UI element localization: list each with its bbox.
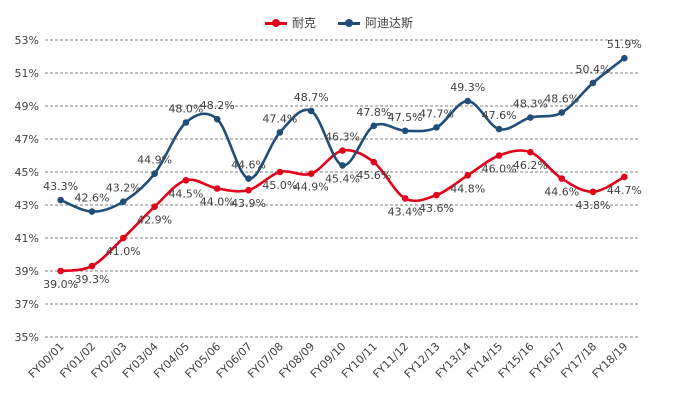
data-label: 44.8%	[450, 182, 485, 195]
data-label: 43.2%	[106, 182, 141, 195]
y-tick-label: 53%	[15, 34, 39, 47]
data-point	[277, 129, 284, 136]
data-label: 48.2%	[200, 99, 235, 112]
y-tick-label: 35%	[15, 331, 39, 344]
data-label: 47.8%	[356, 106, 391, 119]
y-tick-label: 51%	[15, 67, 39, 80]
data-label: 47.6%	[482, 109, 517, 122]
data-point	[464, 172, 471, 179]
data-label: 42.9%	[137, 214, 172, 227]
data-label: 46.0%	[482, 163, 517, 176]
data-label: 49.3%	[450, 81, 485, 94]
data-label: 43.6%	[419, 202, 454, 215]
data-point	[151, 203, 158, 210]
data-label: 45.0%	[262, 179, 297, 192]
data-label: 44.9%	[137, 154, 172, 167]
data-point	[277, 169, 284, 176]
y-tick-label: 37%	[15, 298, 39, 311]
data-label: 45.6%	[356, 169, 391, 182]
data-label: 47.5%	[388, 111, 423, 124]
data-point	[183, 119, 190, 126]
data-point	[402, 195, 409, 202]
y-tick-label: 49%	[15, 100, 39, 113]
data-point	[371, 123, 378, 130]
data-label: 51.9%	[607, 38, 642, 51]
data-point	[339, 147, 346, 154]
data-label: 46.3%	[325, 131, 360, 144]
data-point	[433, 124, 440, 131]
data-point	[308, 108, 315, 115]
data-point	[120, 235, 127, 242]
data-label: 43.3%	[43, 180, 78, 193]
data-point	[464, 98, 471, 105]
data-label: 43.4%	[388, 205, 423, 218]
data-label: 44.0%	[200, 196, 235, 209]
data-point	[402, 127, 409, 134]
data-point	[89, 208, 96, 215]
data-point	[245, 175, 252, 182]
data-point	[621, 55, 628, 62]
y-tick-label: 39%	[15, 265, 39, 278]
data-label: 44.7%	[607, 184, 642, 197]
data-point	[496, 126, 503, 133]
data-point	[245, 187, 252, 194]
data-point	[590, 80, 597, 87]
data-label: 45.4%	[325, 172, 360, 185]
data-point	[214, 116, 221, 123]
data-point	[339, 162, 346, 169]
data-label: 46.2%	[513, 159, 548, 172]
data-label: 42.6%	[74, 192, 109, 205]
data-point	[527, 114, 534, 121]
data-label: 41.0%	[106, 245, 141, 258]
data-label: 44.9%	[294, 181, 329, 194]
data-label: 43.8%	[576, 199, 611, 212]
data-label: 44.6%	[544, 186, 579, 199]
data-label: 43.9%	[231, 197, 266, 210]
y-tick-label: 41%	[15, 232, 39, 245]
line-chart: 35%37%39%41%43%45%47%49%51%53%FY00/01FY0…	[0, 0, 678, 401]
data-point	[433, 192, 440, 199]
data-point	[89, 263, 96, 270]
data-point	[558, 109, 565, 116]
data-label: 39.0%	[43, 278, 78, 291]
data-label: 47.7%	[419, 107, 454, 120]
data-point	[558, 175, 565, 182]
data-label: 47.4%	[262, 112, 297, 125]
data-label: 39.3%	[74, 273, 109, 286]
data-point	[621, 174, 628, 181]
y-tick-label: 43%	[15, 199, 39, 212]
data-label: 50.4%	[576, 63, 611, 76]
data-point	[308, 170, 315, 177]
data-point	[183, 177, 190, 184]
y-tick-label: 45%	[15, 166, 39, 179]
data-point	[57, 197, 64, 204]
data-label: 48.7%	[294, 91, 329, 104]
data-point	[371, 159, 378, 166]
data-point	[214, 185, 221, 192]
data-label: 44.5%	[168, 187, 203, 200]
data-point	[151, 170, 158, 177]
data-point	[120, 198, 127, 205]
data-point	[527, 149, 534, 156]
data-point	[590, 189, 597, 196]
data-point	[57, 268, 64, 275]
data-label: 44.6%	[231, 159, 266, 172]
data-point	[496, 152, 503, 159]
data-label: 48.0%	[168, 103, 203, 116]
y-tick-label: 47%	[15, 133, 39, 146]
data-label: 48.3%	[513, 98, 548, 111]
data-label: 48.6%	[544, 93, 579, 106]
